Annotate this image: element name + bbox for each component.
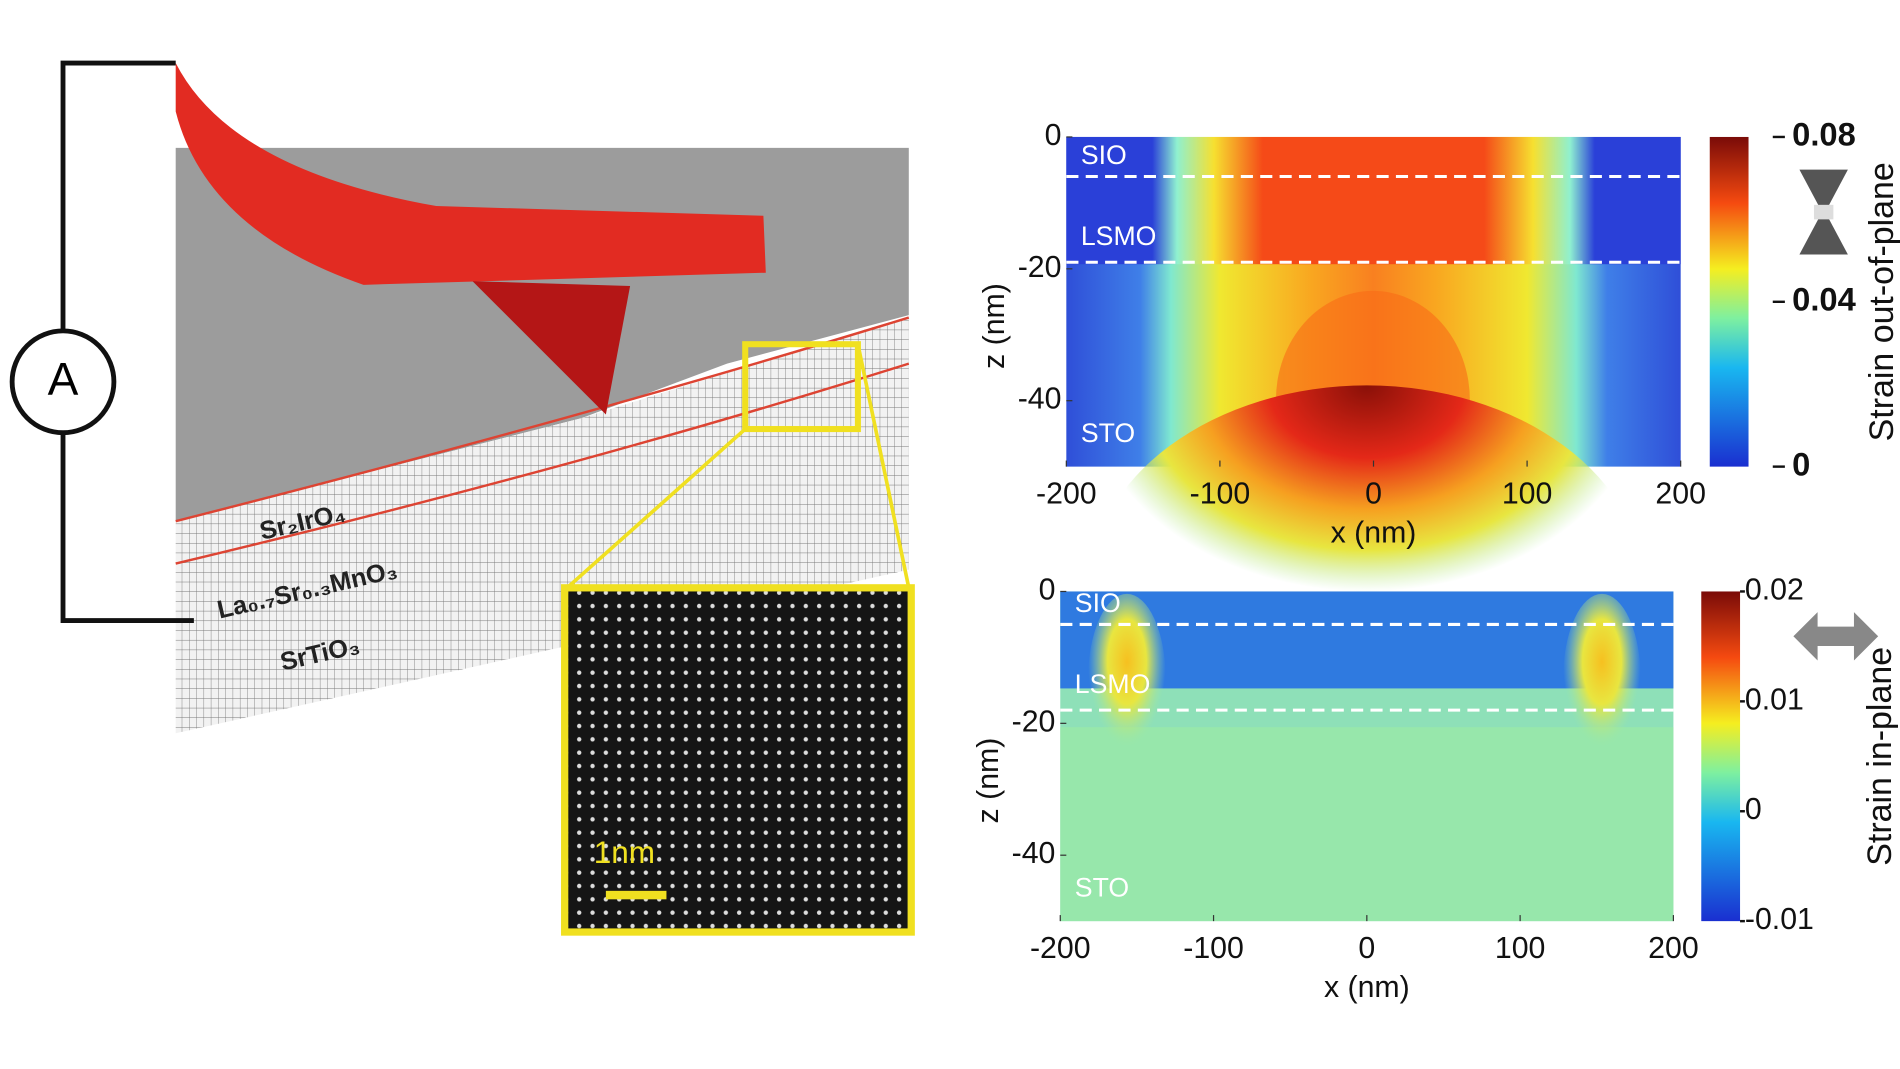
x-tick-label: -100 — [1190, 478, 1251, 511]
layer-label: LSMO — [1081, 221, 1157, 251]
colorbar-label: Strain out-of-plane — [1863, 162, 1900, 441]
layer-label: SIO — [1081, 140, 1127, 170]
stem-inset — [561, 584, 915, 936]
layer-label: LSMO — [1075, 669, 1151, 699]
zoom-box — [742, 341, 861, 433]
x-axis-label: x (nm) — [1331, 516, 1417, 549]
colorbar — [1701, 591, 1741, 922]
y-axis-label: z (nm) — [972, 738, 1005, 824]
cantilever — [175, 63, 766, 285]
layer-label: SIO — [1075, 588, 1121, 618]
x-tick-label: -200 — [1030, 932, 1091, 965]
strain-arrow-icon — [1799, 169, 1848, 255]
colorbar-tick-label: 0 — [1745, 793, 1762, 826]
interface-line — [175, 362, 910, 565]
x-tick-label: 200 — [1648, 932, 1699, 965]
x-tick-label: 0 — [1358, 932, 1375, 965]
x-tick-label: 200 — [1655, 478, 1706, 511]
zoom-line — [856, 343, 911, 589]
tip — [472, 281, 631, 415]
x-tick-label: 0 — [1365, 478, 1382, 511]
colorbar-tick-label: 0.02 — [1745, 573, 1804, 606]
lattice-cross-section — [175, 317, 909, 734]
scale-bar — [605, 890, 667, 900]
y-tick-label: -40 — [1012, 837, 1056, 870]
x-tick-label: 100 — [1495, 932, 1546, 965]
colorbar-tick-label: 0.08 — [1792, 116, 1856, 153]
colorbar-label: Strain in-plane — [1861, 647, 1899, 866]
x-axis-label: x (nm) — [1324, 971, 1410, 1004]
scale-bar-label: 1nm — [594, 834, 655, 870]
colorbar-tick-label: 0.01 — [1745, 683, 1804, 716]
y-tick-label: -20 — [1018, 251, 1062, 284]
ammeter — [9, 328, 117, 436]
strain-arrow-icon — [1793, 612, 1879, 661]
heatmap — [1060, 385, 1674, 922]
meter-label: A — [48, 353, 79, 405]
zoom-line — [565, 427, 747, 590]
y-tick-label: 0 — [1039, 573, 1056, 606]
layer-label: STO — [1075, 873, 1129, 903]
colorbar-tick-label: -0.01 — [1745, 903, 1814, 936]
y-tick-label: -40 — [1018, 383, 1062, 416]
colorbar-tick-label: 0 — [1792, 445, 1810, 482]
layer-label: STO — [1081, 418, 1135, 448]
colorbar-tick-label: 0.04 — [1792, 280, 1856, 317]
y-axis-label: z (nm) — [978, 283, 1011, 369]
x-tick-label: 100 — [1502, 478, 1553, 511]
x-tick-label: -200 — [1036, 478, 1097, 511]
x-tick-label: -100 — [1183, 932, 1244, 965]
y-tick-label: 0 — [1045, 119, 1062, 152]
y-tick-label: -20 — [1012, 705, 1056, 738]
colorbar — [1709, 136, 1749, 467]
